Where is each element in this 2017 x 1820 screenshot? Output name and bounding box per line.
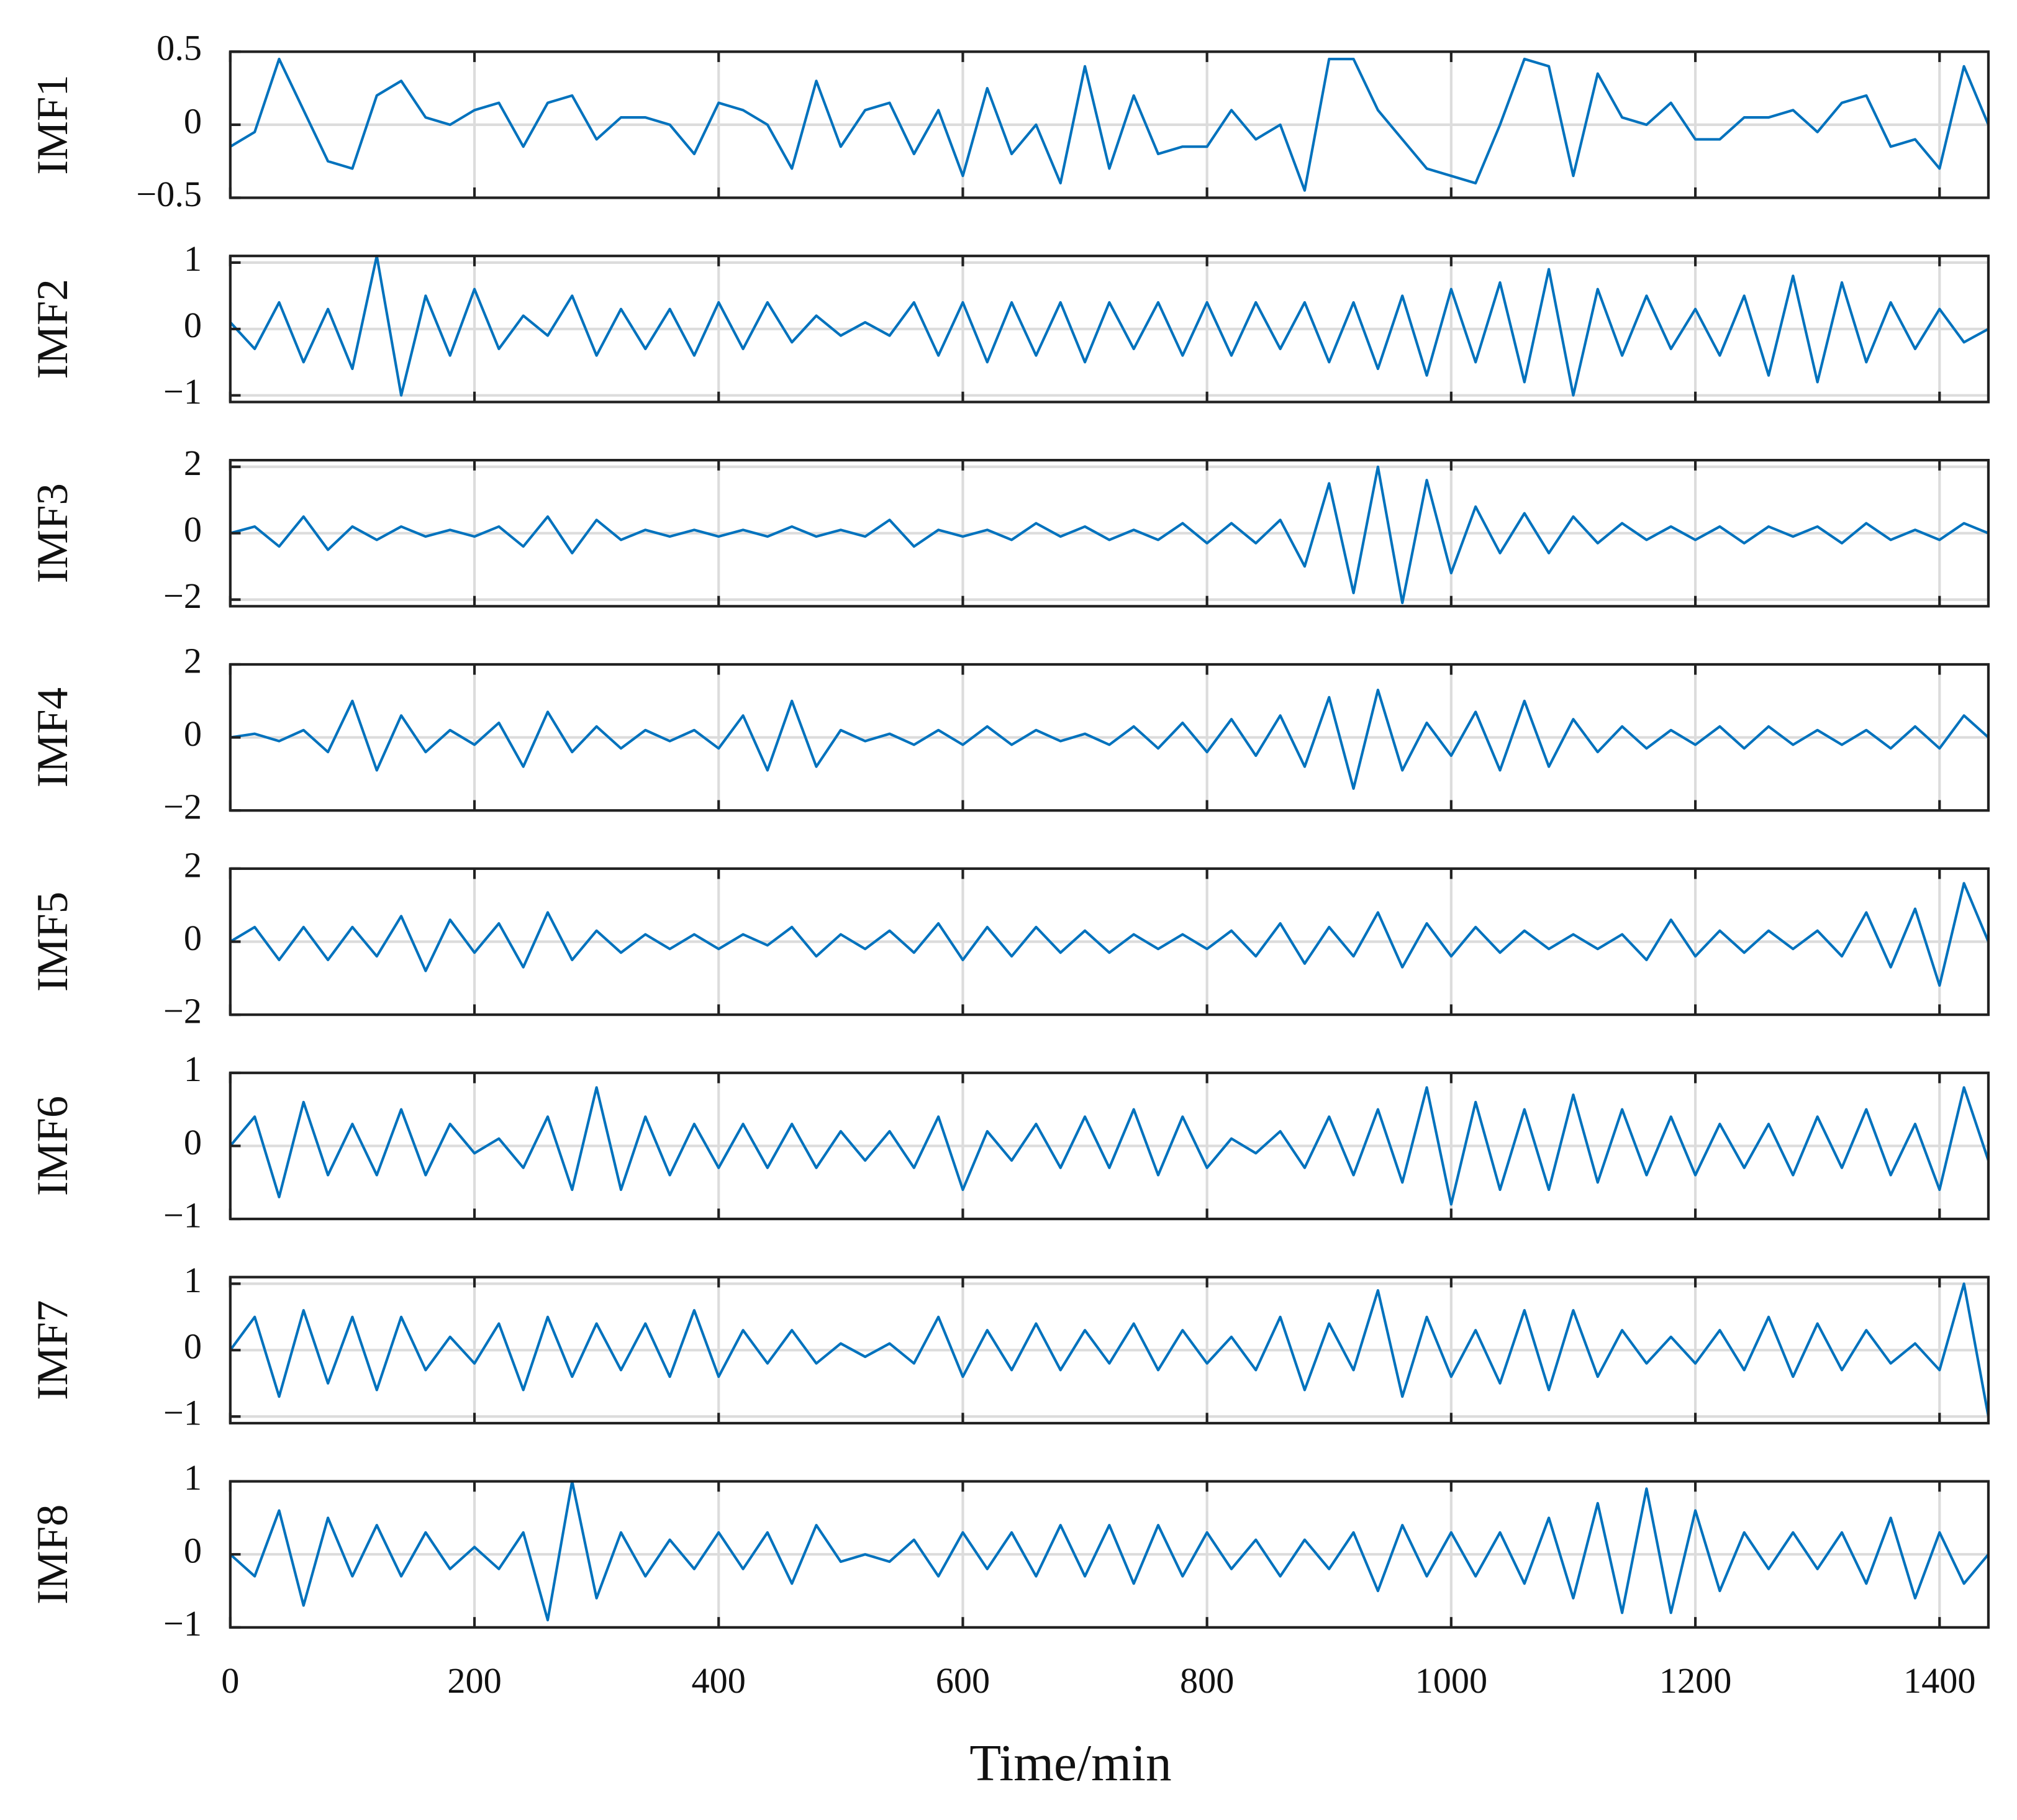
y-axis-label: IMF5 bbox=[29, 892, 77, 992]
y-tick-label: 1 bbox=[184, 238, 202, 279]
y-tick-label: 0 bbox=[184, 101, 202, 141]
x-tick-label: 200 bbox=[447, 1660, 501, 1701]
y-tick-label: −2 bbox=[163, 576, 202, 616]
x-tick-label: 1200 bbox=[1659, 1660, 1732, 1701]
y-axis-label: IMF1 bbox=[29, 75, 77, 174]
y-axis-label: IMF7 bbox=[29, 1300, 77, 1400]
x-tick-label: 400 bbox=[692, 1660, 746, 1701]
x-tick-label: 1400 bbox=[1903, 1660, 1976, 1701]
x-tick-label: 800 bbox=[1180, 1660, 1234, 1701]
y-tick-label: 0 bbox=[184, 305, 202, 345]
y-tick-label: 1 bbox=[184, 1260, 202, 1300]
y-tick-label: 0 bbox=[184, 509, 202, 550]
y-tick-label: 2 bbox=[184, 844, 202, 885]
signal-line bbox=[229, 1086, 1990, 1206]
y-tick-label: −1 bbox=[163, 1393, 202, 1433]
y-tick-label: 0 bbox=[184, 1122, 202, 1162]
y-tick-label: 0 bbox=[184, 1326, 202, 1367]
signal-line bbox=[230, 689, 1990, 790]
y-tick-label: −0.5 bbox=[136, 174, 202, 214]
x-axis-label: Time/min bbox=[969, 1735, 1171, 1792]
y-tick-label: 2 bbox=[184, 640, 202, 681]
y-tick-label: 0.5 bbox=[156, 28, 202, 68]
y-tick-label: −1 bbox=[163, 1603, 202, 1644]
y-tick-label: −1 bbox=[163, 1195, 202, 1235]
y-tick-label: 0 bbox=[184, 918, 202, 958]
signal-line bbox=[230, 465, 1989, 605]
signal-line bbox=[229, 882, 1990, 987]
x-tick-label: 600 bbox=[936, 1660, 990, 1701]
y-tick-label: −2 bbox=[163, 990, 202, 1031]
y-tick-label: −2 bbox=[163, 787, 202, 827]
signal-line bbox=[229, 1480, 1990, 1622]
x-tick-label: 1000 bbox=[1415, 1660, 1488, 1701]
y-axis-label: IMF4 bbox=[29, 687, 77, 787]
signal-line bbox=[229, 1282, 1990, 1417]
x-tick-label: 0 bbox=[221, 1660, 239, 1701]
y-axis-label: IMF6 bbox=[29, 1096, 77, 1196]
y-tick-label: 0 bbox=[184, 1531, 202, 1571]
y-tick-label: 1 bbox=[184, 1049, 202, 1089]
y-tick-label: −1 bbox=[163, 371, 202, 412]
y-tick-label: 2 bbox=[184, 443, 202, 483]
signal-line bbox=[229, 57, 1990, 192]
y-axis-label: IMF3 bbox=[29, 483, 77, 583]
y-axis-label: IMF2 bbox=[29, 279, 77, 379]
y-axis-label: IMF8 bbox=[29, 1505, 77, 1605]
y-tick-label: 1 bbox=[184, 1457, 202, 1498]
signal-line bbox=[229, 255, 1989, 397]
y-tick-label: 0 bbox=[184, 713, 202, 754]
